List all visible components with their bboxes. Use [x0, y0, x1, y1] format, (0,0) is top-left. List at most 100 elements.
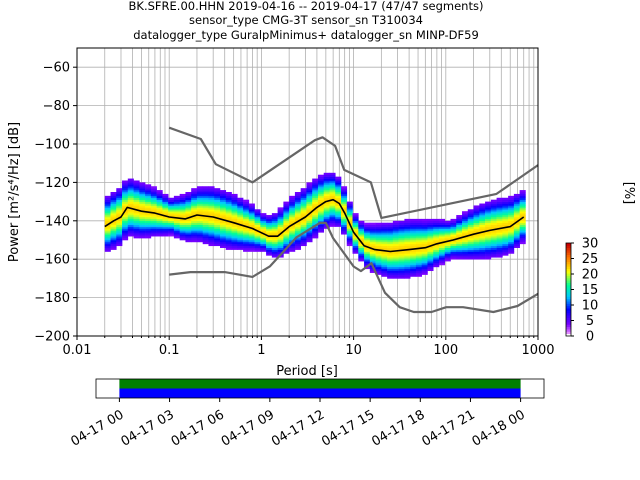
heatmap-cell	[237, 224, 244, 227]
colorbar-segment	[566, 305, 571, 309]
heatmap-cell	[139, 207, 146, 210]
heatmap-cell	[225, 195, 232, 199]
heatmap-cell	[185, 224, 192, 227]
heatmap-cell	[185, 199, 192, 202]
heatmap-cell	[260, 238, 267, 241]
heatmap-cell	[277, 240, 284, 243]
heatmap-cell	[433, 236, 440, 239]
heatmap-cell	[266, 249, 273, 252]
heatmap-cell	[479, 247, 486, 250]
heatmap-cell	[173, 209, 180, 212]
heatmap-cell	[467, 241, 474, 245]
heatmap-cell	[162, 199, 169, 202]
heatmap-cell	[122, 213, 129, 216]
heatmap-cell	[427, 257, 434, 260]
heatmap-cell	[519, 209, 526, 212]
heatmap-cell	[237, 197, 244, 200]
heatmap-cell	[519, 228, 526, 231]
heatmap-cell	[438, 228, 446, 231]
heatmap-cell	[220, 222, 227, 225]
heatmap-cell	[312, 234, 319, 237]
heatmap-cell	[329, 174, 336, 177]
heatmap-cell	[237, 205, 244, 208]
heatmap-cell	[145, 203, 152, 206]
heatmap-cell	[300, 190, 307, 193]
heatmap-cell	[392, 245, 399, 248]
heatmap-cell	[341, 190, 348, 193]
heatmap-cell	[116, 230, 123, 233]
heatmap-cell	[335, 216, 342, 220]
heatmap-cell	[496, 201, 503, 204]
heatmap-cell	[271, 253, 278, 256]
heatmap-cell	[162, 205, 169, 208]
heatmap-cell	[392, 243, 399, 247]
heatmap-cell	[179, 205, 186, 208]
heatmap-cell	[185, 222, 192, 225]
heatmap-cell	[110, 222, 117, 225]
heatmap-cell	[179, 230, 186, 233]
heatmap-cell	[254, 209, 261, 212]
heatmap-cell	[173, 232, 180, 235]
heatmap-cell	[479, 211, 486, 214]
heatmap-cell	[191, 238, 198, 241]
heatmap-cell	[323, 193, 330, 197]
heatmap-cell	[323, 184, 330, 187]
heatmap-cell	[104, 230, 111, 233]
heatmap-cell	[346, 230, 353, 233]
colorbar-tick-label: 10	[582, 299, 599, 314]
heatmap-cell	[392, 264, 399, 268]
heatmap-cell	[294, 247, 301, 250]
heatmap-cell	[410, 259, 417, 262]
heatmap-cell	[404, 276, 411, 279]
heatmap-cell	[335, 186, 342, 189]
heatmap-cell	[289, 234, 296, 237]
colorbar-tick-label: 20	[582, 268, 599, 283]
heatmap-cell	[254, 211, 261, 214]
heatmap-cell	[450, 234, 457, 237]
heatmap-cell	[266, 222, 273, 225]
heatmap-cell	[410, 249, 417, 252]
heatmap-cell	[300, 203, 307, 206]
heatmap-cell	[162, 197, 169, 200]
heatmap-cell	[513, 216, 520, 220]
heatmap-cell	[427, 255, 434, 258]
heatmap-cell	[283, 211, 290, 214]
heatmap-cell	[317, 215, 325, 218]
heatmap-cell	[260, 226, 267, 229]
heatmap-cell	[415, 234, 422, 237]
heatmap-cell	[398, 247, 405, 250]
heatmap-cell	[156, 190, 163, 193]
colorbar-segment	[566, 249, 571, 253]
heatmap-cell	[214, 240, 221, 243]
heatmap-cell	[145, 205, 152, 208]
heatmap-cell	[387, 253, 394, 256]
heatmap-cell	[410, 218, 417, 222]
heatmap-cell	[110, 197, 117, 200]
heatmap-cell	[392, 276, 399, 279]
heatmap-cell	[196, 197, 204, 200]
heatmap-cell	[196, 240, 204, 243]
heatmap-cell	[116, 209, 123, 212]
heatmap-cell	[381, 253, 388, 256]
heatmap-cell	[398, 232, 405, 235]
heatmap-cell	[375, 272, 382, 275]
heatmap-cell	[127, 218, 134, 222]
heatmap-cell	[196, 209, 204, 212]
heatmap-cell	[162, 213, 169, 216]
heatmap-cell	[427, 241, 434, 245]
heatmap-cell	[122, 215, 129, 218]
heatmap-cell	[214, 195, 221, 199]
heatmap-cell	[462, 211, 469, 214]
heatmap-cell	[444, 257, 451, 260]
heatmap-cell	[248, 247, 255, 250]
heatmap-cell	[214, 222, 221, 225]
heatmap-cell	[145, 192, 152, 195]
heatmap-cell	[191, 232, 198, 235]
heatmap-cell	[381, 247, 388, 250]
heatmap-cell	[185, 209, 192, 212]
heatmap-cell	[104, 232, 111, 235]
heatmap-cell	[208, 190, 215, 193]
heatmap-cell	[133, 180, 140, 183]
heatmap-cell	[456, 236, 463, 239]
heatmap-cell	[312, 211, 319, 214]
